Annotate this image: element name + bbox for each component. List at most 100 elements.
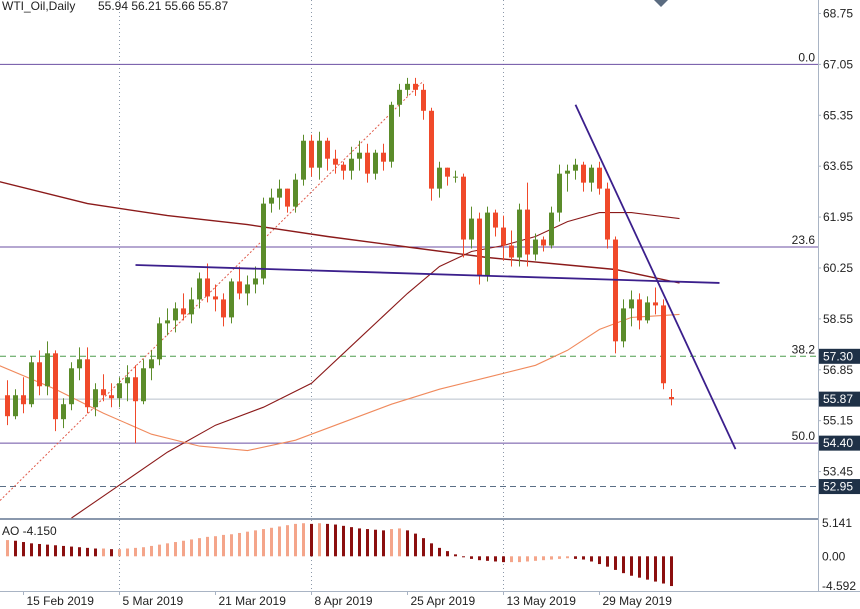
candle-body	[605, 188, 610, 240]
candle-body	[261, 203, 266, 279]
price-badge-bg	[819, 479, 860, 495]
candle-body	[45, 353, 50, 387]
price-tick-label: 65.35	[823, 108, 853, 122]
ao-bar	[630, 556, 633, 576]
candle-body	[293, 179, 298, 207]
candle	[213, 284, 218, 312]
candle	[461, 173, 466, 258]
candle	[541, 236, 546, 252]
candle	[373, 149, 378, 180]
price-tick-label: 63.65	[823, 159, 853, 173]
ao-bar	[550, 556, 553, 560]
candle	[133, 365, 138, 444]
candle	[437, 161, 442, 198]
ao-bar	[470, 556, 473, 559]
candle	[261, 197, 266, 285]
candle-body	[637, 299, 642, 321]
ao-bar	[478, 556, 481, 561]
ao-bar	[198, 538, 201, 557]
time-tick-label: 13 May 2019	[507, 594, 577, 608]
trendline	[574, 104, 737, 450]
candle-body	[101, 389, 106, 396]
candle-body	[189, 299, 194, 315]
candle	[549, 206, 554, 249]
time-tick-label: 21 Mar 2019	[219, 594, 287, 608]
candle-body	[653, 302, 658, 306]
time-tick-label: 15 Feb 2019	[27, 594, 95, 608]
ao-bar	[662, 556, 665, 584]
ao-bar	[286, 525, 289, 557]
candle	[157, 317, 162, 366]
candle	[125, 365, 130, 402]
candle-body	[477, 218, 482, 276]
candle	[45, 341, 50, 396]
ao-bar	[30, 543, 33, 557]
price-axis: 68.75 67.05 65.35 63.65 61.95 60.25 58.55 56.85…	[818, 6, 860, 495]
candle	[381, 143, 386, 171]
price-badge-bg	[819, 435, 860, 451]
ao-bar	[86, 547, 89, 557]
ao-bar	[254, 530, 257, 557]
ao-bar	[206, 536, 209, 557]
candle	[69, 362, 74, 411]
candle-body	[541, 239, 546, 246]
candle	[621, 299, 626, 348]
ao-bar	[174, 542, 177, 557]
ma-slow-line	[0, 181, 680, 284]
candle-body	[341, 164, 346, 171]
candle-body	[349, 158, 354, 171]
candle	[109, 383, 114, 408]
candle-body	[277, 188, 282, 198]
ao-bar	[102, 548, 105, 557]
candle	[5, 380, 10, 426]
trendlines	[135, 104, 737, 450]
candle	[29, 356, 34, 408]
candle	[85, 347, 90, 414]
candle	[445, 167, 450, 186]
candle-body	[133, 377, 138, 402]
ao-bar	[118, 549, 121, 557]
candle	[189, 287, 194, 324]
candle	[661, 299, 666, 390]
candle	[237, 266, 242, 300]
ao-tick-label: 0.00	[822, 549, 846, 563]
candle	[413, 77, 418, 96]
candle	[421, 83, 426, 120]
candle-body	[381, 152, 386, 162]
ao-bar	[566, 556, 569, 559]
candle-body	[597, 167, 602, 189]
candle	[165, 308, 170, 336]
candle-body	[405, 83, 410, 90]
candles	[5, 77, 674, 444]
candle-body	[221, 299, 226, 318]
ao-bar	[358, 528, 361, 557]
candle	[557, 164, 562, 222]
candle-body	[421, 89, 426, 111]
candle-body	[453, 176, 458, 178]
ao-bar	[518, 556, 521, 563]
ao-bar	[438, 547, 441, 557]
candle-body	[589, 167, 594, 183]
candle-body	[309, 140, 314, 168]
candle	[53, 350, 58, 432]
candle-body	[661, 305, 666, 384]
ao-bar	[598, 556, 601, 565]
ao-bar	[22, 542, 25, 557]
ao-bar	[38, 543, 41, 557]
candle-body	[125, 377, 130, 384]
candle-body	[525, 209, 530, 255]
candle	[37, 350, 42, 396]
price-tick-label: 60.25	[823, 261, 853, 275]
chart-shift-icon[interactable]	[654, 0, 668, 7]
ao-bar	[214, 536, 217, 557]
candle-body	[157, 323, 162, 360]
ao-bar	[310, 523, 313, 557]
ao-bar	[62, 545, 65, 557]
candle-body	[109, 395, 114, 399]
ao-bar	[526, 556, 529, 562]
candle-body	[13, 395, 18, 417]
candle	[533, 233, 538, 261]
ao-bar	[54, 545, 57, 557]
ao-bar	[326, 523, 329, 557]
ao-bar	[110, 549, 113, 557]
